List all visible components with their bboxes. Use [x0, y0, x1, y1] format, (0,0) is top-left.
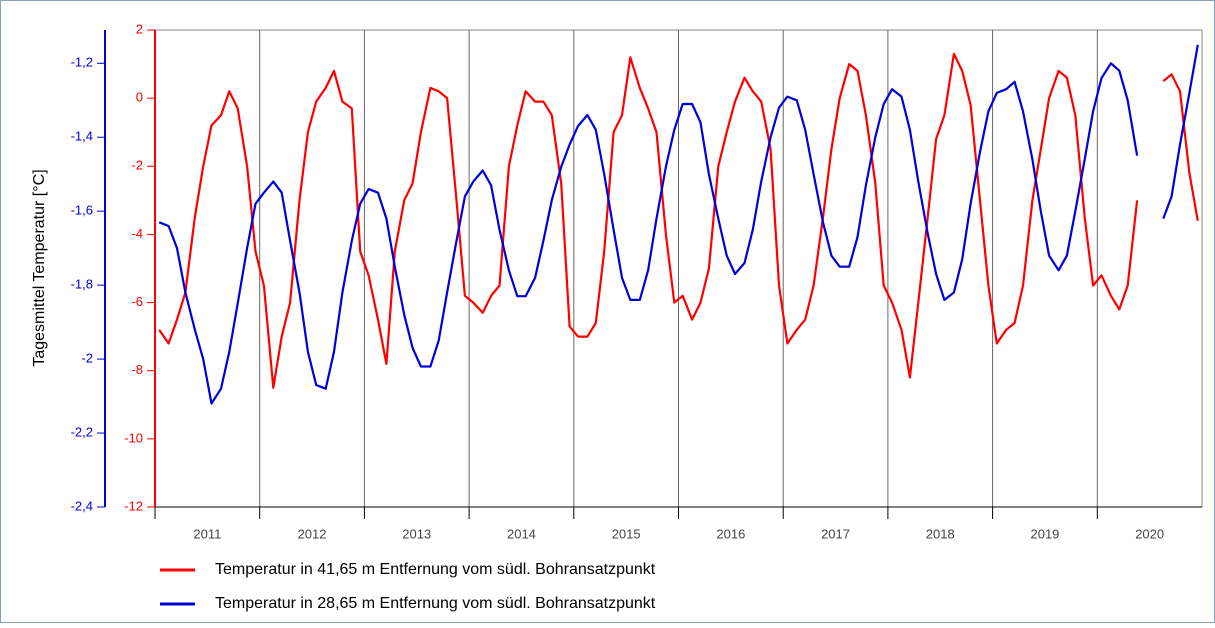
x-tick-label: 2017: [821, 526, 850, 541]
y-tick-label: -4: [131, 226, 143, 241]
x-tick-label: 2020: [1135, 526, 1164, 541]
y2-tick-label: -1,6: [71, 203, 93, 218]
y-tick-label: 2: [136, 21, 143, 36]
y-tick-label: -10: [124, 430, 143, 445]
y-tick-label: -8: [131, 362, 143, 377]
x-tick-label: 2012: [298, 526, 327, 541]
y2-tick-label: -1,2: [71, 55, 93, 70]
legend-label: Temperatur in 41,65 m Entfernung vom süd…: [215, 561, 656, 578]
x-tick-label: 2011: [193, 526, 221, 541]
y-tick-label: -12: [124, 498, 143, 513]
y2-tick-label: -2: [81, 351, 93, 366]
y2-tick-label: -2,4: [71, 498, 93, 513]
x-tick-label: 2014: [507, 526, 536, 541]
series-line: [158, 44, 1199, 405]
x-tick-label: 2013: [402, 526, 431, 541]
y-tick-label: -6: [131, 294, 143, 309]
series-line: [158, 52, 1199, 389]
x-tick-label: 2018: [926, 526, 955, 541]
y-tick-label: 0: [136, 90, 143, 105]
y2-tick-label: -2,2: [71, 424, 93, 439]
x-tick-label: 2015: [612, 526, 641, 541]
y2-tick-label: -1,4: [71, 129, 93, 144]
y2-tick-label: -1,8: [71, 277, 93, 292]
y-axis-title: Tagesmittel Temperatur [°C]: [31, 169, 48, 366]
y-tick-label: -2: [131, 158, 143, 173]
x-tick-label: 2016: [716, 526, 745, 541]
x-tick-label: 2019: [1030, 526, 1059, 541]
legend-label: Temperatur in 28,65 m Entfernung vom süd…: [215, 595, 656, 612]
